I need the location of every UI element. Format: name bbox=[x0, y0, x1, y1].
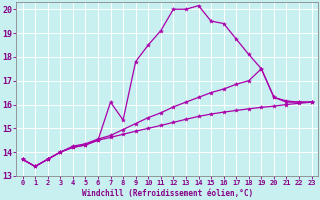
X-axis label: Windchill (Refroidissement éolien,°C): Windchill (Refroidissement éolien,°C) bbox=[82, 189, 253, 198]
